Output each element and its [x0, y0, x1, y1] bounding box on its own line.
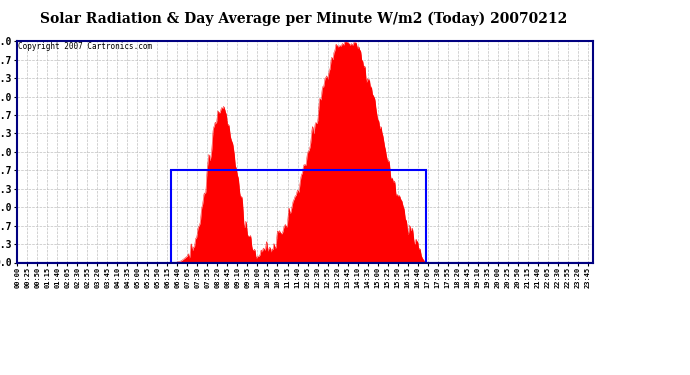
- Text: Copyright 2007 Cartronics.com: Copyright 2007 Cartronics.com: [18, 42, 152, 51]
- Bar: [171, 170, 426, 262]
- Text: Solar Radiation & Day Average per Minute W/m2 (Today) 20070212: Solar Radiation & Day Average per Minute…: [40, 11, 567, 26]
